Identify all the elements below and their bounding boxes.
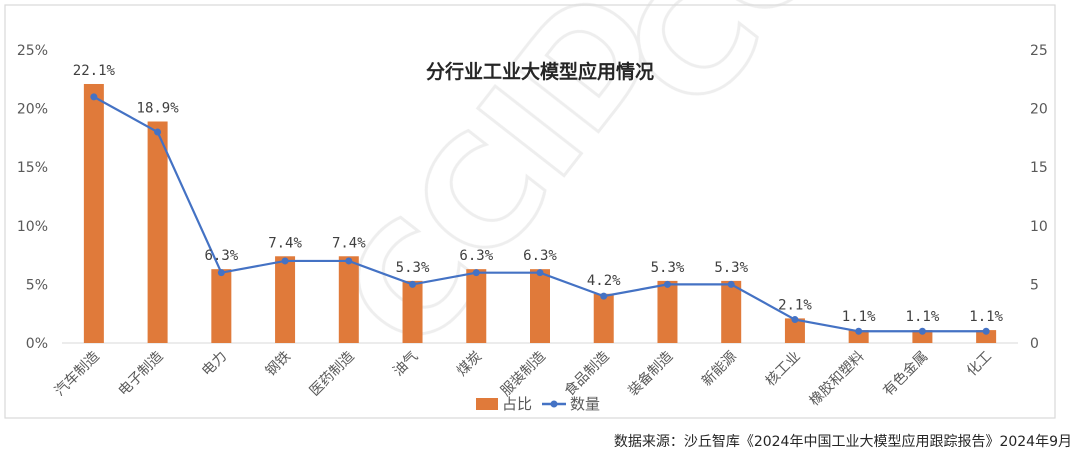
line-point — [727, 280, 735, 288]
line-point — [791, 316, 799, 324]
legend-line-label: 数量 — [570, 395, 600, 413]
category-label: 汽车制造 — [51, 348, 103, 400]
chart-frame — [4, 4, 1056, 419]
line-point — [409, 280, 417, 288]
bar — [721, 280, 742, 343]
category-label: 核工业 — [763, 349, 804, 390]
bar-data-label: 7.4% — [332, 235, 366, 251]
bar-data-label: 4.2% — [587, 273, 621, 289]
bar-data-label: 1.1% — [842, 309, 876, 325]
category-label: 有色金属 — [880, 348, 932, 400]
line-point — [345, 257, 353, 265]
line-point — [982, 327, 990, 335]
bar — [976, 330, 997, 343]
line-point — [600, 292, 608, 300]
bar-data-label: 22.1% — [73, 63, 116, 79]
right-tick-label: 15 — [1030, 160, 1048, 176]
bar — [83, 83, 104, 343]
category-label: 电子制造 — [116, 349, 167, 400]
bar-data-label: 5.3% — [714, 260, 748, 276]
bar — [338, 256, 359, 343]
left-tick-label: 10% — [17, 219, 48, 235]
bar — [530, 269, 550, 343]
line-point — [217, 269, 225, 277]
line-series — [90, 93, 990, 335]
left-tick-label: 5% — [26, 277, 48, 293]
bar — [466, 269, 487, 343]
line-point — [855, 327, 863, 335]
bar-data-label: 2.1% — [778, 297, 812, 313]
bar-data-label: 7.4% — [268, 235, 302, 251]
left-tick-label: 15% — [17, 160, 48, 176]
right-tick-label: 25 — [1030, 43, 1048, 59]
line-point — [536, 269, 544, 277]
line-point — [918, 327, 926, 335]
right-tick-label: 5 — [1030, 277, 1039, 293]
legend-bar-swatch — [476, 398, 498, 410]
bar-data-labels: 22.1% 18.9% 6.3% 7.4% 7.4% 5.3% 6.3% 6.3% 4.2% 5.… — [73, 63, 1004, 325]
chart-title: 分行业工业大模型应用情况 — [426, 60, 654, 83]
bar-data-label: 6.3% — [459, 248, 493, 264]
bar — [657, 280, 678, 343]
legend: 占比 数量 — [476, 395, 600, 413]
bar — [275, 256, 296, 343]
line-point — [154, 128, 162, 136]
left-tick-label: 0% — [26, 336, 48, 352]
category-label: 化工 — [964, 349, 995, 380]
right-tick-label: 0 — [1030, 336, 1039, 352]
left-tick-label: 25% — [17, 43, 48, 59]
category-label: 新能源 — [699, 349, 740, 390]
bar — [211, 269, 232, 343]
category-label: 食品制造 — [561, 348, 613, 400]
source-note: 数据来源：沙丘智库《2024年中国工业大模型应用跟踪报告》2024年9月 — [614, 433, 1072, 450]
legend-bar-label: 占比 — [502, 395, 532, 413]
bar-data-label: 1.1% — [969, 309, 1003, 325]
line-point — [472, 269, 480, 277]
bar-data-label: 5.3% — [651, 260, 685, 276]
bar-data-label: 6.3% — [523, 248, 557, 264]
category-label: 服装制造 — [498, 349, 549, 400]
line-point — [663, 280, 671, 288]
right-tick-label: 20 — [1030, 102, 1048, 118]
right-tick-label: 10 — [1030, 219, 1048, 235]
line-point — [90, 93, 98, 101]
bar — [402, 280, 423, 343]
bar — [784, 318, 805, 343]
bar-data-label: 1.1% — [906, 309, 940, 325]
bar — [593, 293, 614, 343]
legend-line-marker — [550, 400, 558, 408]
left-tick-label: 20% — [17, 102, 48, 118]
category-label: 电力 — [199, 349, 230, 380]
bar — [912, 330, 933, 343]
bar — [848, 330, 869, 343]
bar-data-label: 5.3% — [396, 260, 430, 276]
bar-series — [83, 83, 997, 343]
bar-data-label: 18.9% — [137, 100, 180, 116]
category-label: 橡胶和塑料 — [806, 348, 868, 410]
line-point — [281, 257, 289, 265]
category-label: 医药制造 — [307, 349, 358, 400]
category-label: 装备制造 — [625, 348, 677, 400]
bar-data-label: 6.3% — [204, 248, 238, 264]
right-axis: 0 5 10 15 20 25 — [1030, 43, 1048, 352]
category-label: 钢铁 — [263, 349, 294, 380]
bar — [147, 121, 168, 343]
